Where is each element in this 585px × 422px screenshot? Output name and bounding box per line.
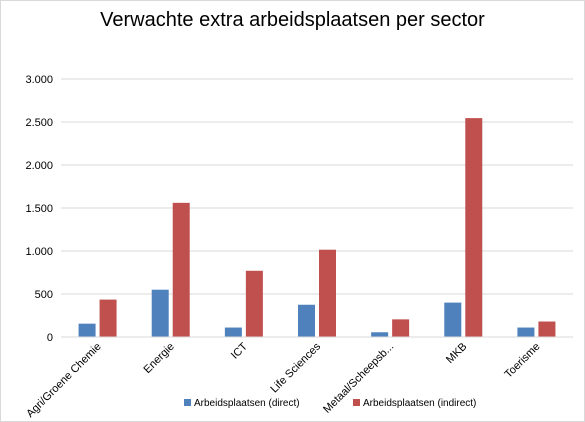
bar-indirect [99,299,117,337]
gridlines [61,78,573,295]
legend-swatch [184,399,191,406]
y-tick-label: 2.000 [25,160,53,172]
bar-direct [517,327,535,337]
y-tick-label: 2.500 [25,117,53,129]
y-axis-ticks: 0 500 1.000 1.500 2.000 2.500 3.000 [25,74,53,344]
x-tick-label: Agri/Groene Chemie [24,341,103,420]
x-tick-label: Energie [142,341,177,376]
y-tick-label: 0 [47,332,53,344]
bar-indirect [245,270,263,337]
legend-label: Arbeidsplaatsen (indirect) [363,398,476,409]
bar-direct [371,332,389,337]
bar-direct [444,302,462,337]
bar-indirect [319,249,336,337]
x-tick-label: ICT [229,340,250,361]
bar-indirect [172,202,190,337]
bar-indirect [392,319,410,337]
legend-swatch [353,399,360,406]
bar-direct [298,304,315,337]
y-tick-label: 3.000 [25,74,53,86]
y-tick-label: 500 [35,289,53,301]
x-tick-label: Life Sciences [268,340,323,395]
bar-direct [78,323,96,337]
bars [78,118,556,337]
bar-direct [224,327,242,337]
bar-indirect [538,321,556,337]
legend-label: Arbeidsplaatsen (direct) [194,398,300,409]
chart-title: Verwachte extra arbeidsplaatsen per sect… [100,9,485,31]
legend: Arbeidsplaatsen (direct) Arbeidsplaatsen … [184,398,476,409]
y-tick-label: 1.000 [25,246,53,258]
x-tick-label: MKB [444,341,469,366]
y-tick-label: 1.500 [25,203,53,215]
bar-direct [151,289,169,337]
x-tick-label: Toerisme [503,341,543,381]
bar-indirect [465,118,483,337]
